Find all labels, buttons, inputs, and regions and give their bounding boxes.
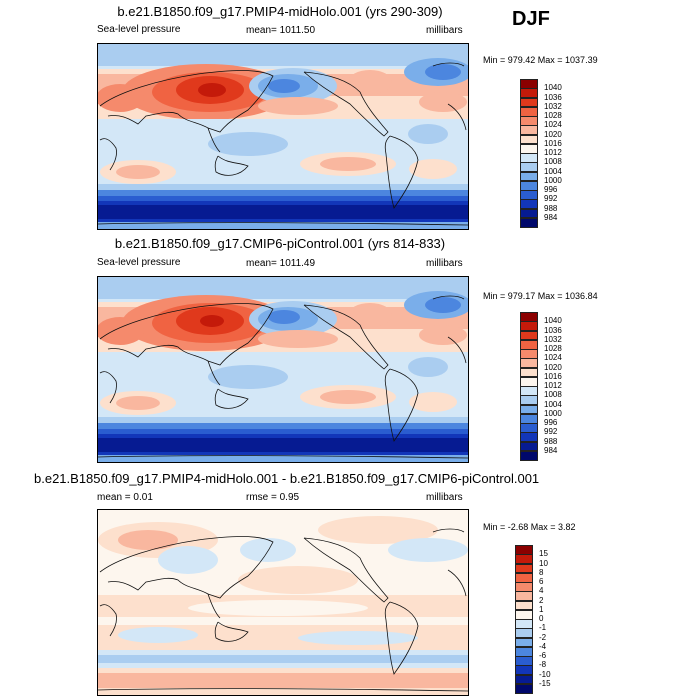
panel-2-colorbar: 1040 1036 1032 1028 1024 1020 1016 1012 1008 1004… xyxy=(520,312,562,461)
panel-2-map xyxy=(97,276,469,463)
colorbar-tick-label: 988 xyxy=(544,203,558,213)
colorbar-tick-label: 1020 xyxy=(544,129,562,139)
panel-3-colorbar: 15 10 8 6 4 2 1 0 -1 -2 -4 -6 -8 -10 -15 xyxy=(515,545,551,694)
colorbar-tick-label: 1036 xyxy=(544,325,562,335)
panel-2-title: b.e21.B1850.f09_g17.CMIP6-piControl.001 … xyxy=(114,236,446,251)
colorbar-tick-label: -8 xyxy=(539,660,547,670)
panel-2-right-label: millibars xyxy=(426,258,463,269)
panel-3-right-label: millibars xyxy=(426,492,463,503)
colorbar-tick-label: 996 xyxy=(544,185,558,194)
colorbar-tick-label: 1032 xyxy=(544,101,562,111)
colorbar-tick-label: 1 xyxy=(539,604,544,614)
colorbar-tick-label: 984 xyxy=(544,212,558,222)
colorbar-tick-label: 1012 xyxy=(544,148,562,157)
colorbar-tick-label: 1000 xyxy=(544,175,562,185)
colorbar-tick-label: 1028 xyxy=(544,344,562,353)
colorbar-tick-label: 1020 xyxy=(544,362,562,372)
colorbar-tick-label: -4 xyxy=(539,641,547,651)
colorbar-tick-label: 1024 xyxy=(544,120,562,130)
panel-2-left-label: Sea-level pressure xyxy=(97,257,181,268)
colorbar-tick-label: 1004 xyxy=(544,399,562,409)
colorbar-tick-label: 4 xyxy=(539,586,544,596)
slp-map-panel-1 xyxy=(98,44,468,229)
colorbar-tick-label: 1028 xyxy=(544,111,562,120)
colorbar-tick-label: -1 xyxy=(539,623,547,633)
colorbar-tick-label: 15 xyxy=(539,549,548,559)
colorbar-tick-label: 1008 xyxy=(544,390,562,400)
colorbar-tick-label: 1012 xyxy=(544,381,562,390)
slp-map-panel-2 xyxy=(98,277,468,462)
colorbar-tick-label: 2 xyxy=(539,595,544,605)
colorbar-tick-label: 1040 xyxy=(544,316,562,326)
panel-1-right-label: millibars xyxy=(426,25,463,36)
colorbar-tick-label: -10 xyxy=(539,669,551,679)
season-label: DJF xyxy=(512,8,550,30)
panel-1-map xyxy=(97,43,469,230)
colorbar-tick-label: 0 xyxy=(539,614,544,623)
panel-2-center-label: mean= 1011.49 xyxy=(246,258,316,269)
panel-3-title: b.e21.B1850.f09_g17.PMIP4-midHolo.001 - … xyxy=(34,471,540,486)
colorbar-tick-label: 10 xyxy=(539,558,548,568)
panel-3-center-label: rmse = 0.95 xyxy=(246,492,300,503)
panel-3-minmax: Min = -2.68 Max = 3.82 xyxy=(483,522,576,532)
panel-1-colorbar: 1040 1036 1032 1028 1024 1020 1016 1012 1008 1004… xyxy=(520,79,562,228)
colorbar-tick-label: -15 xyxy=(539,678,551,688)
colorbar-tick-label: 1024 xyxy=(544,353,562,363)
colorbar-swatch xyxy=(515,683,533,694)
colorbar-tick-label: 1008 xyxy=(544,157,562,167)
panel-3-left-label: mean = 0.01 xyxy=(97,492,153,503)
colorbar-tick-label: 1040 xyxy=(544,83,562,93)
colorbar-tick-label: 992 xyxy=(544,194,558,204)
colorbar-tick-label: 1032 xyxy=(544,334,562,344)
colorbar-tick-label: 1036 xyxy=(544,92,562,102)
colorbar-swatch xyxy=(520,217,538,228)
panel-3-map xyxy=(97,509,469,696)
panel-1-left-label: Sea-level pressure xyxy=(97,24,181,35)
colorbar-tick-label: -6 xyxy=(539,651,547,660)
panel-1-minmax: Min = 979.42 Max = 1037.39 xyxy=(483,55,598,65)
colorbar-swatch xyxy=(520,450,538,461)
slp-diff-map xyxy=(98,510,468,695)
colorbar-tick-label: 8 xyxy=(539,567,544,577)
colorbar-tick-label: 1000 xyxy=(544,408,562,418)
colorbar-tick-label: 1016 xyxy=(544,138,562,148)
panel-1-title: b.e21.B1850.f09_g17.PMIP4-midHolo.001 (y… xyxy=(117,4,443,19)
colorbar-tick-label: 984 xyxy=(544,445,558,455)
colorbar-tick-label: 1004 xyxy=(544,166,562,176)
colorbar-tick-label: 1016 xyxy=(544,371,562,381)
colorbar-tick-label: 992 xyxy=(544,427,558,437)
panel-2-minmax: Min = 979.17 Max = 1036.84 xyxy=(483,291,598,301)
colorbar-tick-label: 988 xyxy=(544,436,558,446)
colorbar-tick-label: 996 xyxy=(544,418,558,427)
colorbar-tick-label: 6 xyxy=(539,577,544,586)
colorbar-tick-label: -2 xyxy=(539,632,547,642)
panel-1-center-label: mean= 1011.50 xyxy=(246,25,316,36)
